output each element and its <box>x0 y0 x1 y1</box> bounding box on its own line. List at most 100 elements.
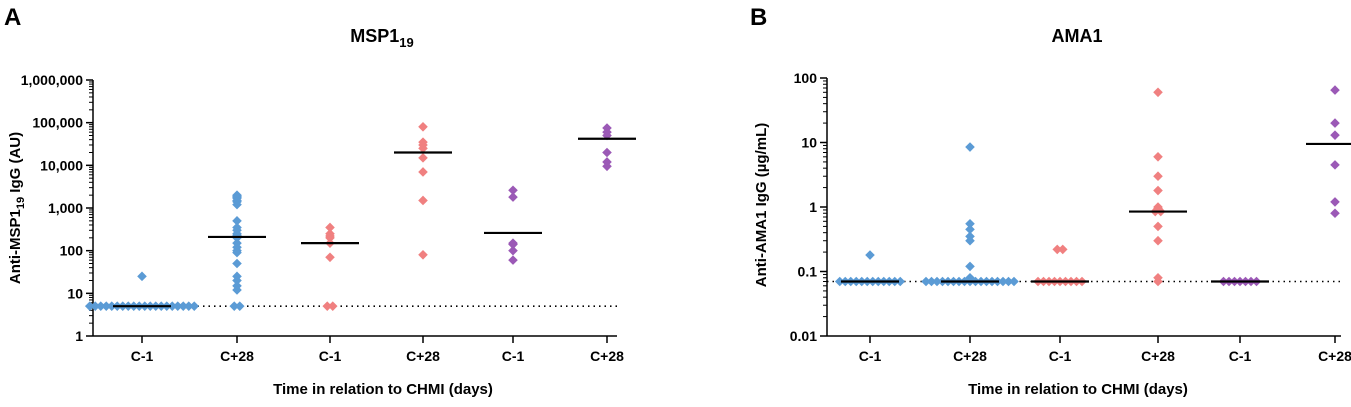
data-point <box>1330 197 1340 207</box>
data-point <box>232 216 242 226</box>
x-tick-label: C-1 <box>131 348 154 364</box>
x-tick-label: C+28 <box>953 348 987 364</box>
ylabel-subscript: 19 <box>15 197 27 209</box>
x-tick-label: C-1 <box>319 348 342 364</box>
y-tick-label: 10 <box>67 285 83 301</box>
data-point <box>1330 208 1340 219</box>
data-point <box>508 192 518 202</box>
data-point <box>965 218 975 229</box>
data-point <box>183 301 194 311</box>
x-tick-label: C-1 <box>1229 348 1252 364</box>
data-point <box>137 271 147 282</box>
data-point <box>921 276 931 287</box>
data-point <box>1153 87 1163 98</box>
data-point <box>1003 276 1014 287</box>
x-axis-label: Time in relation to CHMI (days) <box>273 381 493 398</box>
data-point <box>418 167 428 177</box>
y-tick-label: 100,000 <box>32 115 83 131</box>
y-tick-label: 1 <box>809 199 817 215</box>
y-tick-label: 100 <box>60 243 84 259</box>
data-point <box>998 276 1008 287</box>
data-point <box>602 130 612 141</box>
data-point <box>602 147 612 158</box>
x-tick-label: C+28 <box>590 348 624 364</box>
data-point <box>229 301 240 311</box>
data-point <box>1052 244 1063 255</box>
data-point <box>232 275 242 286</box>
data-point <box>865 250 875 260</box>
title-subscript: 19 <box>399 35 413 50</box>
y-axis-label: Anti-MSP119 IgG (AU) <box>7 132 27 284</box>
data-point <box>418 153 428 163</box>
data-point <box>1330 160 1340 170</box>
x-tick-label: C+28 <box>406 348 440 364</box>
data-point <box>965 235 975 246</box>
y-axis-label: Anti-AMA1 IgG (µg/mL) <box>753 123 770 287</box>
y-tick-label: 10 <box>801 135 817 151</box>
x-tick-label: C+28 <box>220 348 254 364</box>
x-tick-label: C+28 <box>1141 348 1175 364</box>
chart-title: AMA1 <box>1051 26 1102 46</box>
data-point <box>418 250 428 260</box>
data-point <box>508 185 518 196</box>
data-point <box>232 247 242 258</box>
x-axis-label: Time in relation to CHMI (days) <box>968 381 1188 398</box>
data-point <box>508 239 518 250</box>
data-point <box>189 301 200 311</box>
y-tick-label: 10,000 <box>40 157 83 173</box>
data-point <box>106 301 117 311</box>
data-point <box>965 142 975 152</box>
data-point <box>418 143 428 154</box>
data-point <box>178 301 189 311</box>
data-point <box>84 301 95 311</box>
data-point <box>602 161 612 172</box>
ylabel-suffix: IgG (AU) <box>7 132 24 197</box>
data-point <box>1153 221 1163 232</box>
data-point <box>1009 276 1019 287</box>
x-tick-label: C+28 <box>1318 348 1351 364</box>
y-tick-label: 0.01 <box>790 328 817 344</box>
data-point <box>508 245 518 256</box>
data-point <box>325 252 335 263</box>
panel-letter: B <box>750 4 767 31</box>
data-point <box>232 199 242 210</box>
x-tick-label: C-1 <box>1049 348 1072 364</box>
data-point <box>418 195 428 206</box>
data-point <box>1057 244 1068 255</box>
data-point <box>1330 118 1340 128</box>
data-point <box>90 301 101 311</box>
data-point <box>232 258 242 269</box>
data-point <box>1330 85 1340 95</box>
y-tick-label: 0.1 <box>798 264 818 280</box>
data-point <box>325 222 335 233</box>
panel-letter: A <box>4 4 21 31</box>
y-tick-label: 1,000,000 <box>21 72 83 88</box>
data-point <box>926 276 937 287</box>
chart-title: MSP119 <box>350 26 414 50</box>
data-point <box>965 261 975 272</box>
x-tick-label: C-1 <box>502 348 525 364</box>
data-point <box>1153 276 1163 287</box>
data-point <box>101 301 112 311</box>
data-point <box>895 276 906 287</box>
data-point <box>1330 130 1340 140</box>
data-point <box>234 301 245 311</box>
data-point <box>172 301 183 311</box>
data-point <box>327 301 338 311</box>
data-point <box>965 224 975 235</box>
x-tick-label: C-1 <box>859 348 882 364</box>
data-point <box>322 301 333 311</box>
y-tick-label: 100 <box>794 70 818 86</box>
data-point <box>834 276 845 287</box>
data-point <box>418 122 428 132</box>
data-point <box>1153 171 1163 182</box>
data-point <box>932 276 942 287</box>
data-point <box>95 301 106 311</box>
data-point <box>508 255 518 265</box>
y-tick-label: 1 <box>75 328 83 344</box>
data-point <box>167 301 178 311</box>
y-tick-label: 1,000 <box>48 200 83 216</box>
data-point <box>1153 152 1163 162</box>
data-point <box>1153 235 1163 246</box>
